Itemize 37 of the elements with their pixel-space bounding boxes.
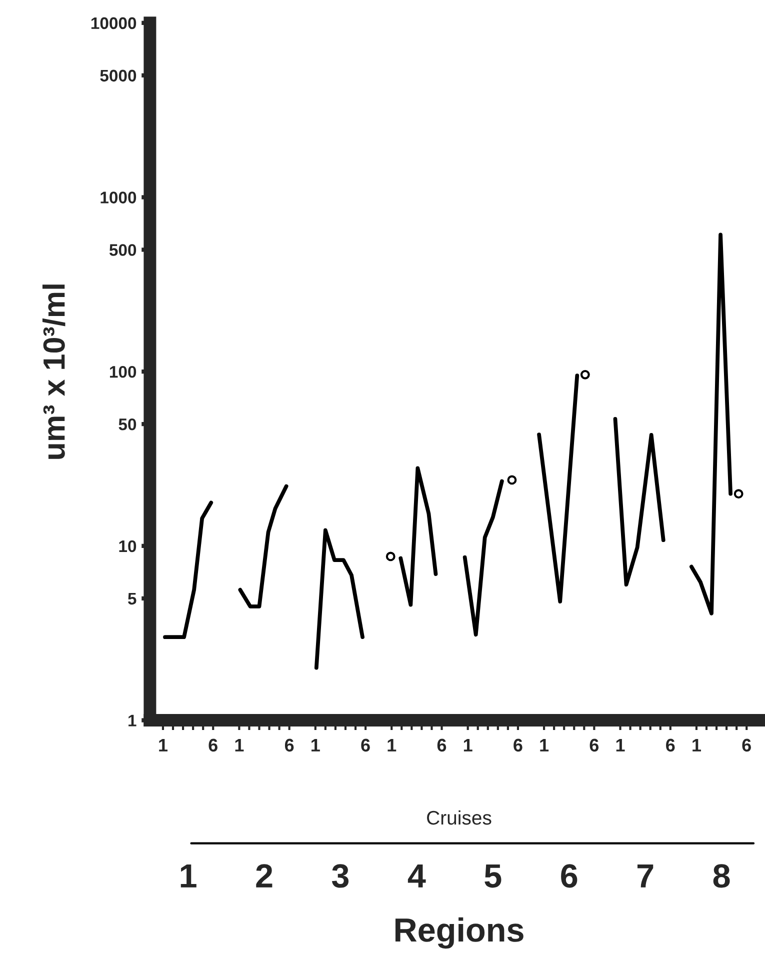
x-axis-title: 7 [637,864,654,888]
x-tick-label: 6 [590,738,599,752]
y-tick-label: 500 [109,244,136,256]
y-tick-label: 1 [128,714,136,726]
x-tick-label: 1 [540,738,549,752]
x-axis-title: 4 [408,864,426,888]
x-axis-title: 5 [484,864,502,888]
x-tick-label: 1 [312,738,320,752]
x-tick-label: 6 [284,738,294,752]
line-series [163,500,214,640]
y-tick-label: 5 [128,592,136,605]
x-tick-label: 1 [692,738,701,752]
x-axis-title: 1 [180,864,196,888]
x-tick-label: 1 [388,738,396,752]
x-axis-title: 6 [561,864,578,888]
x-axis-title: 3 [332,864,349,888]
y-tick-label: 10000 [91,17,136,30]
x-axis-title: 8 [713,864,730,888]
y-axis-title: um³ x 10³/ml [42,284,66,459]
x-tick-label: 1 [464,738,472,752]
x-tick-label: 6 [666,738,675,752]
y-tick-label: 50 [118,418,136,430]
x-tick-label: 6 [361,738,370,752]
x-tick-label: 1 [616,738,625,752]
y-tick-label: 1000 [100,192,136,204]
text: Cruises [427,810,492,825]
text: Regions [395,917,524,949]
x-tick-label: 6 [208,738,218,752]
x-axis-title: 2 [256,864,272,888]
x-tick-label: 1 [235,738,244,752]
x-tick-label: 6 [514,738,522,752]
y-tick-label: 5000 [100,70,136,82]
x-tick-label: 6 [437,738,446,752]
y-tick-label: 100 [110,366,136,378]
x-tick-label: 1 [159,738,168,752]
x-tick-label: 6 [742,738,751,752]
y-tick-label: 10 [119,540,136,552]
